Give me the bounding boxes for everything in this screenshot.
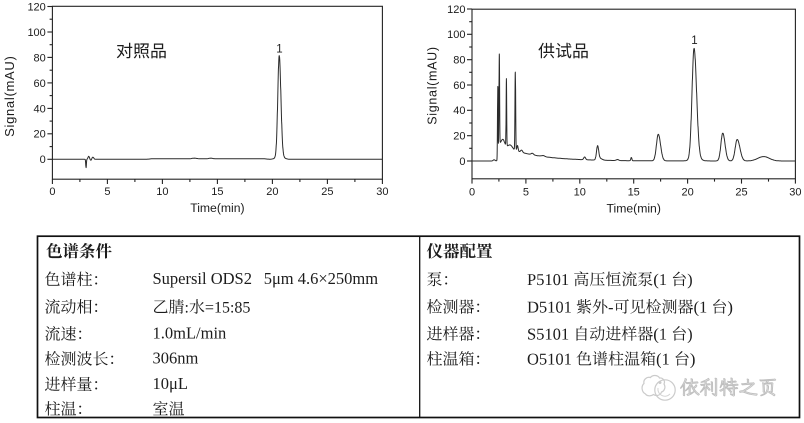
svg-text:0: 0: [469, 186, 475, 198]
svg-text:80: 80: [34, 52, 46, 64]
svg-text:0: 0: [459, 156, 465, 168]
svg-text:60: 60: [34, 78, 46, 90]
svg-text:10: 10: [574, 186, 586, 198]
svg-text:10μL: 10μL: [153, 374, 188, 393]
svg-text:30: 30: [376, 186, 388, 198]
svg-text:Supersil ODS2: Supersil ODS2: [153, 269, 252, 288]
svg-text:1.0mL/min: 1.0mL/min: [153, 323, 227, 342]
svg-text:Time(min): Time(min): [607, 202, 661, 216]
svg-text:1: 1: [691, 35, 697, 47]
svg-text:10: 10: [156, 186, 168, 198]
svg-text:20: 20: [453, 131, 465, 143]
svg-text:5: 5: [104, 186, 110, 198]
svg-text:Signal(mAU): Signal(mAU): [426, 46, 440, 125]
svg-text:25: 25: [321, 186, 333, 198]
svg-text:100: 100: [27, 27, 45, 39]
svg-text:60: 60: [453, 80, 465, 92]
svg-text:25: 25: [735, 186, 747, 198]
svg-text:Signal(mAU): Signal(mAU): [2, 56, 17, 137]
svg-text:306nm: 306nm: [153, 348, 199, 367]
svg-text:20: 20: [266, 186, 278, 198]
svg-text:30: 30: [789, 186, 801, 198]
svg-text:40: 40: [453, 105, 465, 117]
svg-text:120: 120: [27, 1, 45, 13]
svg-text:120: 120: [447, 4, 465, 16]
svg-text:80: 80: [453, 55, 465, 67]
svg-text:20: 20: [34, 129, 46, 141]
svg-text:20: 20: [681, 186, 693, 198]
svg-text:40: 40: [34, 103, 46, 115]
svg-text:5μm 4.6×250mm: 5μm 4.6×250mm: [264, 269, 379, 288]
svg-text:100: 100: [447, 29, 465, 41]
svg-text:Time(min): Time(min): [190, 201, 244, 215]
svg-text:0: 0: [49, 186, 55, 198]
svg-text:15: 15: [628, 186, 640, 198]
svg-text:0: 0: [40, 154, 46, 166]
svg-text:1: 1: [276, 44, 282, 56]
svg-text:5: 5: [523, 186, 529, 198]
svg-text:15: 15: [211, 186, 223, 198]
